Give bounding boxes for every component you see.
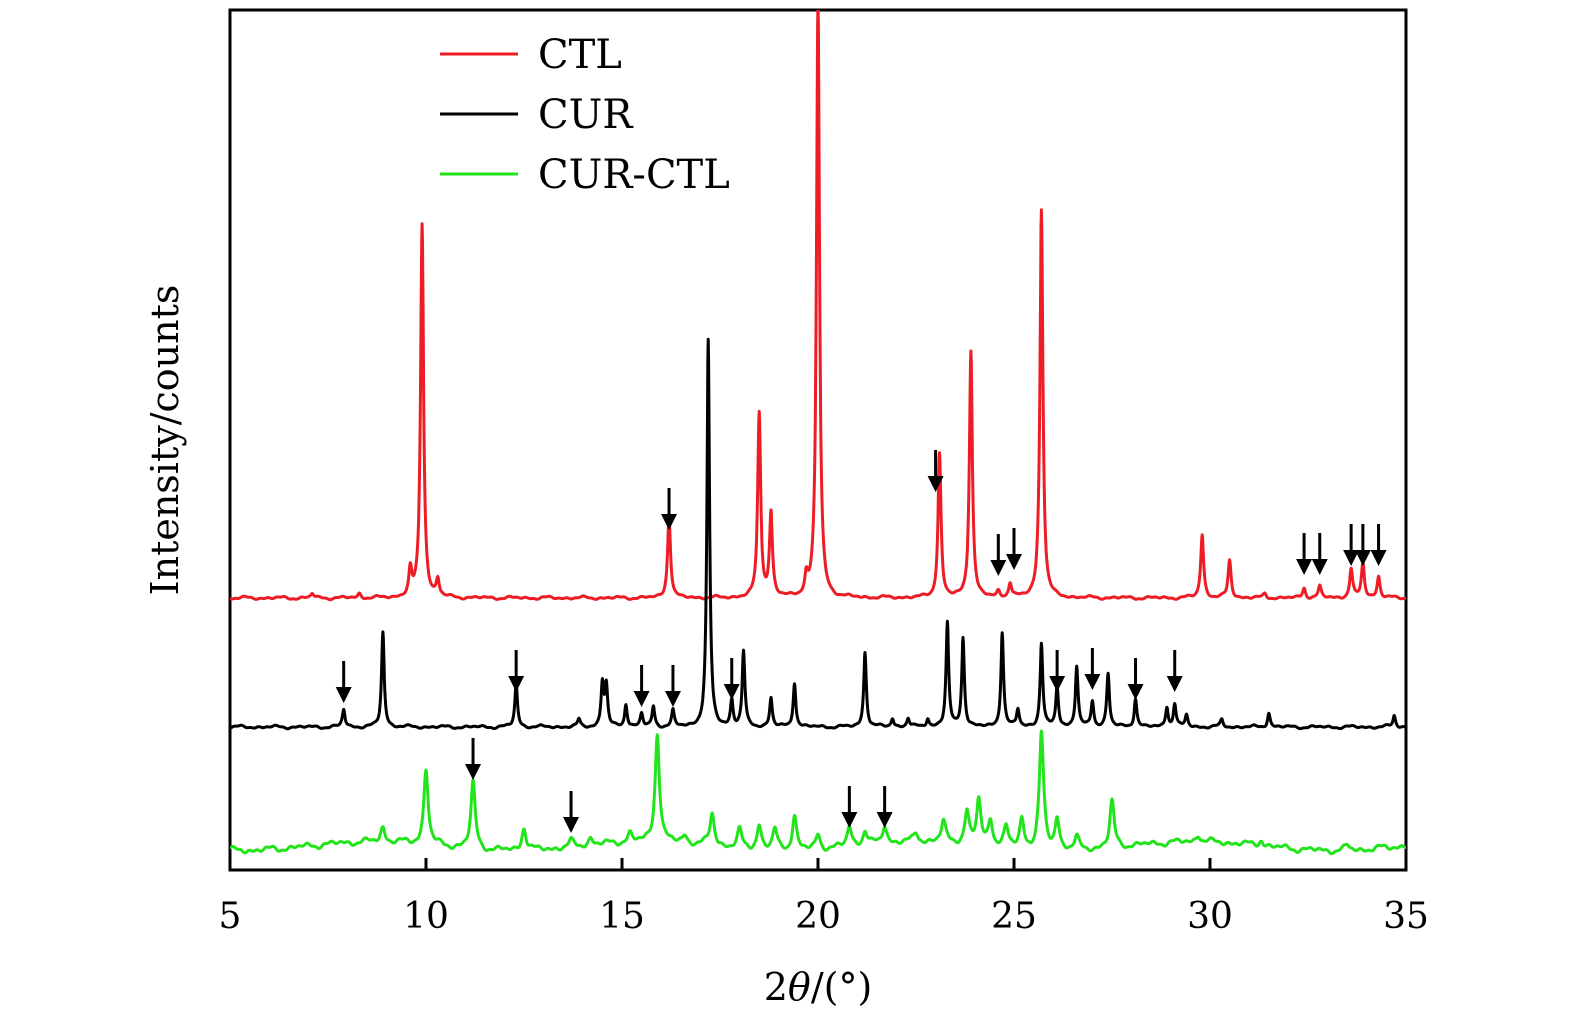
peak-marker-head xyxy=(1127,684,1144,700)
peak-marker-head xyxy=(990,560,1007,576)
peak-marker-head xyxy=(1343,550,1360,566)
x-tick-label: 35 xyxy=(1383,896,1429,937)
peak-marker-arrow xyxy=(927,450,944,492)
trace-cur xyxy=(230,337,1406,731)
peak-marker-arrow xyxy=(1127,658,1144,700)
peak-marker-head xyxy=(335,687,352,703)
peak-marker-arrow xyxy=(661,488,678,530)
peak-marker-arrow xyxy=(990,534,1007,576)
x-axis-ticks: 5 10 15 20 25 30 35 xyxy=(219,858,1429,937)
peak-marker-head xyxy=(927,476,944,492)
peak-marker-arrow xyxy=(465,738,482,780)
x-tick-label: 20 xyxy=(795,896,841,937)
peak-marker-head xyxy=(465,764,482,780)
peak-marker-head xyxy=(723,684,740,700)
peak-marker-arrow xyxy=(664,665,681,707)
peak-marker-head xyxy=(508,676,525,692)
peak-marker-arrow xyxy=(1049,650,1066,692)
peak-marker-arrow xyxy=(1343,524,1360,566)
peak-marker-arrow xyxy=(841,786,858,828)
peak-marker-head xyxy=(1354,550,1371,566)
peak-marker-head xyxy=(1049,676,1066,692)
peak-marker-head xyxy=(661,514,678,530)
peak-marker-head xyxy=(1006,554,1022,570)
x-axis-label-theta: θ xyxy=(788,965,811,1009)
traces xyxy=(230,10,1406,856)
peak-marker-head xyxy=(1370,550,1387,566)
peak-markers xyxy=(335,450,1387,833)
peak-marker-head xyxy=(563,817,580,833)
peak-marker-arrow xyxy=(633,665,650,707)
x-tick-label: 5 xyxy=(219,896,242,937)
trace-ctl xyxy=(230,10,1406,602)
peak-marker-arrow xyxy=(1354,524,1371,566)
x-axis-label-suffix: /(°) xyxy=(811,965,872,1009)
peak-marker-arrow xyxy=(876,786,893,828)
y-axis-label: Intensity/counts xyxy=(143,285,187,596)
peak-marker-arrow xyxy=(1311,533,1328,575)
peak-marker-head xyxy=(664,691,681,707)
peak-marker-head xyxy=(1084,674,1101,690)
peak-marker-arrow xyxy=(1370,524,1387,566)
x-tick-label: 25 xyxy=(991,896,1037,937)
legend: CTL CUR CUR-CTL xyxy=(440,32,730,198)
peak-marker-head xyxy=(1311,559,1328,575)
peak-marker-head xyxy=(1166,676,1183,692)
x-tick-label: 30 xyxy=(1187,896,1233,937)
peak-marker-head xyxy=(1296,559,1313,575)
peak-marker-head xyxy=(841,812,858,828)
peak-marker-arrow xyxy=(335,661,352,703)
legend-label-cur: CUR xyxy=(538,92,634,138)
peak-marker-arrow xyxy=(1006,528,1022,570)
x-axis-label: 2θ/(°) xyxy=(764,965,873,1009)
peak-marker-arrow xyxy=(1166,650,1183,692)
peak-marker-arrow xyxy=(1296,533,1313,575)
x-tick-label: 10 xyxy=(403,896,449,937)
trace-cur-ctl xyxy=(230,729,1406,856)
peak-marker-arrow xyxy=(1084,648,1101,690)
peak-marker-arrow xyxy=(508,650,525,692)
peak-marker-head xyxy=(633,691,650,707)
peak-marker-head xyxy=(876,812,893,828)
x-tick-label: 15 xyxy=(599,896,645,937)
legend-label-ctl: CTL xyxy=(538,32,622,78)
x-axis-label-prefix: 2 xyxy=(764,965,788,1009)
legend-label-cur-ctl: CUR-CTL xyxy=(538,152,730,198)
peak-marker-arrow xyxy=(723,658,740,700)
peak-marker-arrow xyxy=(563,791,580,833)
